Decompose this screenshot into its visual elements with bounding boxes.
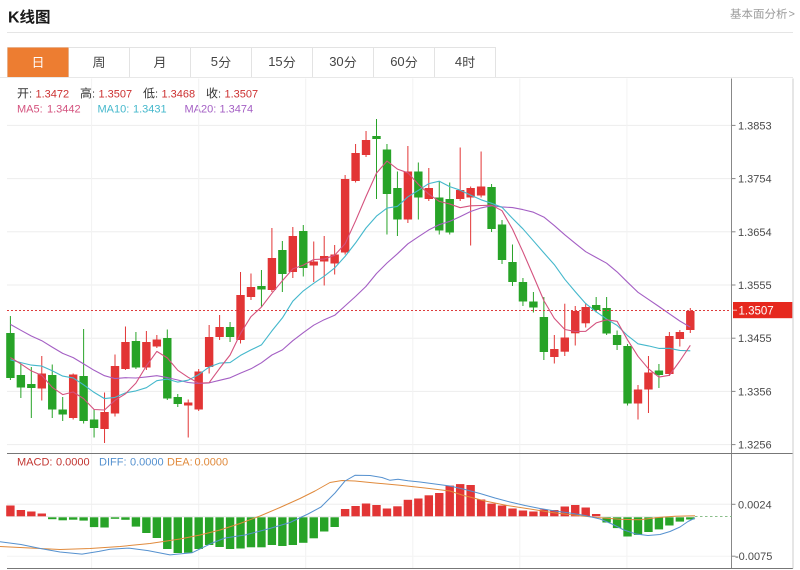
svg-text::: : [155, 89, 158, 101]
svg-text:60: 60 [390, 54, 404, 69]
svg-text:MACD:: MACD: [17, 457, 52, 469]
svg-text:5: 5 [211, 54, 218, 69]
svg-text:4: 4 [455, 54, 462, 69]
svg-text:1.3853: 1.3853 [738, 120, 772, 132]
svg-text:DIFF:: DIFF: [99, 457, 127, 469]
svg-text:1.3256: 1.3256 [738, 440, 772, 452]
svg-text:MA20:: MA20: [185, 104, 217, 116]
svg-text:DEA:: DEA: [167, 457, 193, 469]
svg-text:1.3507: 1.3507 [225, 89, 259, 101]
svg-text:1.3654: 1.3654 [738, 227, 772, 239]
svg-text:0.0024: 0.0024 [738, 499, 772, 511]
svg-text:1.3754: 1.3754 [738, 174, 772, 186]
svg-text:-0.0075: -0.0075 [735, 551, 772, 563]
svg-text:1.3472: 1.3472 [36, 89, 70, 101]
svg-text::: : [92, 89, 95, 101]
svg-text:1.3455: 1.3455 [738, 333, 772, 345]
svg-text:0.0000: 0.0000 [195, 457, 229, 469]
svg-text:30: 30 [329, 54, 343, 69]
svg-text:0.0000: 0.0000 [56, 457, 90, 469]
svg-text:0.0000: 0.0000 [130, 457, 164, 469]
svg-text:>: > [789, 9, 795, 21]
svg-text:1.3468: 1.3468 [162, 89, 196, 101]
svg-text:1.3474: 1.3474 [220, 104, 254, 116]
svg-text:1.3555: 1.3555 [738, 280, 772, 292]
svg-text::: : [218, 89, 221, 101]
svg-text:1.3507: 1.3507 [99, 89, 133, 101]
svg-text:MA5:: MA5: [17, 104, 43, 116]
svg-text:15: 15 [268, 54, 282, 69]
svg-text:1.3356: 1.3356 [738, 386, 772, 398]
svg-text::: : [29, 89, 32, 101]
svg-text:1.3431: 1.3431 [133, 104, 167, 116]
svg-text:K: K [8, 10, 20, 27]
svg-text:MA10:: MA10: [98, 104, 130, 116]
svg-text:1.3507: 1.3507 [739, 305, 774, 317]
svg-text:1.3442: 1.3442 [47, 104, 81, 116]
